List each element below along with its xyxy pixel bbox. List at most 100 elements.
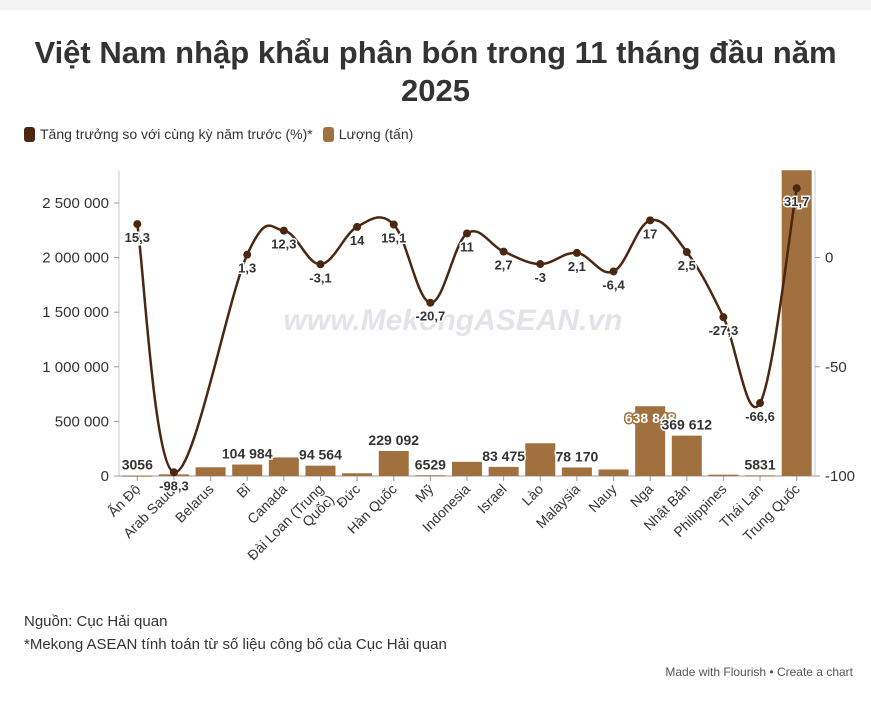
bar-value-label: 369 612 — [661, 417, 712, 433]
chart-title: Việt Nam nhập khẩu phân bón trong 11 thá… — [34, 35, 837, 108]
bar — [488, 466, 519, 476]
made-with-link[interactable]: Made with Flourish — [665, 665, 767, 679]
bar — [305, 465, 336, 476]
legend: Tăng trưởng so với cùng kỳ năm trước (%)… — [24, 126, 423, 142]
bar-value-label: 78 170 — [555, 448, 598, 464]
growth-label: 2,1 — [568, 259, 586, 274]
growth-point — [169, 468, 178, 477]
growth-point — [353, 222, 362, 231]
growth-point — [133, 220, 142, 229]
x-tick-label: Nga — [627, 481, 657, 511]
x-tick-label: Đức — [333, 481, 363, 511]
growth-point — [316, 260, 325, 269]
bar — [745, 475, 776, 477]
bar — [561, 467, 592, 476]
legend-label-volume: Lượng (tấn) — [338, 126, 414, 142]
bar — [415, 475, 446, 477]
x-tick-label: Mỹ — [412, 481, 437, 506]
y-left-tick-label: 2 500 000 — [42, 195, 109, 212]
bar — [671, 435, 702, 476]
bar — [122, 475, 153, 477]
y-left-tick-label: 500 000 — [55, 413, 109, 430]
axes-layer: 0 500 000 1 000 000 1 500 000 2 000 000 2 500… — [42, 170, 855, 574]
legend-item-growth[interactable]: Tăng trưởng so với cùng kỳ năm trước (%)… — [24, 126, 313, 142]
x-tick-label: Bỉ — [233, 480, 254, 501]
growth-label: -27,3 — [709, 323, 739, 338]
source-note: Nguồn: Cục Hải quan — [24, 613, 168, 630]
growth-point — [719, 313, 728, 322]
bar — [378, 450, 409, 476]
bar-value-label: 229 092 — [368, 432, 419, 448]
growth-point — [536, 260, 545, 269]
bar — [232, 464, 263, 476]
credit: Made with Flourish • Create a chart — [665, 665, 853, 679]
y-left-tick-label: 2 000 000 — [42, 250, 109, 267]
top-bar — [0, 0, 871, 10]
growth-point — [756, 399, 765, 408]
bar — [452, 461, 482, 476]
growth-label: 1,3 — [238, 261, 256, 276]
bar-value-label: 5831 — [744, 456, 775, 472]
bar-value-label: 3056 — [122, 457, 153, 473]
x-tick-label: Lào — [519, 481, 547, 509]
y-right-tick-label: -50 — [825, 359, 847, 376]
create-chart-link[interactable]: Create a chart — [776, 665, 853, 679]
line-layer — [133, 184, 801, 477]
x-tick-label: Đài Loan (TrungQuốc) — [244, 481, 337, 574]
bars-layer — [122, 170, 812, 477]
growth-point — [792, 184, 801, 193]
legend-item-volume[interactable]: Lượng (tấn) — [322, 126, 414, 142]
growth-point — [389, 220, 398, 229]
legend-swatch-volume — [322, 126, 334, 142]
bar — [195, 467, 226, 476]
growth-label: 15,1 — [381, 231, 406, 246]
bar — [598, 469, 629, 476]
credit-separator: • — [769, 665, 774, 679]
growth-point — [426, 298, 435, 307]
growth-label: 17 — [643, 226, 657, 241]
growth-label: 15,3 — [125, 230, 150, 245]
growth-label: 31,7 — [784, 194, 809, 209]
bar-value-label: 638 848 — [625, 410, 676, 426]
y-left-tick-label: 1 000 000 — [42, 359, 109, 376]
growth-point — [646, 216, 655, 225]
chart-area: 0 500 000 1 000 000 1 500 000 2 000 000 2 500… — [42, 170, 855, 574]
y-left-tick-label: 1 500 000 — [42, 304, 109, 321]
bar-value-label: 6529 — [415, 456, 446, 472]
growth-label: 2,5 — [678, 258, 696, 273]
x-tick-label: Israel — [474, 481, 510, 517]
growth-point — [609, 267, 618, 276]
footnote: *Mekong ASEAN tính toán từ số liệu công … — [24, 636, 447, 653]
y-right-tick-label: 0 — [825, 250, 833, 267]
legend-swatch-growth — [24, 126, 35, 142]
growth-label: 12,3 — [271, 237, 296, 252]
growth-label: -3 — [534, 270, 546, 285]
growth-point — [279, 226, 288, 235]
growth-point — [243, 250, 252, 259]
bar-value-label: 104 984 — [222, 446, 273, 462]
y-right-tick-label: -100 — [825, 468, 855, 485]
growth-label: -3,1 — [309, 270, 331, 285]
growth-point — [499, 247, 508, 256]
bar — [708, 474, 739, 476]
growth-label: -20,7 — [416, 309, 446, 324]
bar — [781, 170, 812, 477]
watermark: www.MekongASEAN.vn — [284, 304, 623, 337]
growth-point — [572, 248, 581, 257]
y-left-tick-label: 0 — [101, 468, 109, 485]
bar — [635, 406, 666, 476]
bar — [342, 473, 373, 476]
bar-value-label: 94 564 — [299, 447, 342, 463]
growth-point — [463, 229, 471, 238]
growth-label: -66,6 — [745, 409, 775, 424]
bar — [268, 457, 299, 476]
growth-label: 2,7 — [495, 258, 513, 273]
labels-layer: 15,3 -98,3 1,3 12,3 -3,1 14 15,1 -20,7 11 2,7 -3 2,… — [120, 193, 811, 495]
growth-label: -6,4 — [602, 277, 625, 292]
growth-label: 14 — [350, 233, 365, 248]
x-tick-label: Nauy — [585, 481, 619, 515]
growth-label: -98,3 — [159, 478, 189, 493]
bar-value-label: 83 475 — [482, 448, 525, 464]
growth-label: 11 — [460, 239, 474, 254]
bar — [525, 443, 556, 476]
